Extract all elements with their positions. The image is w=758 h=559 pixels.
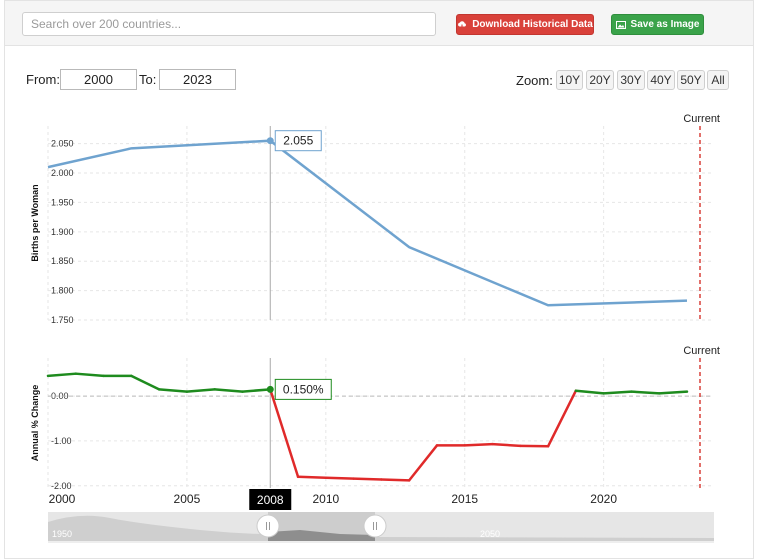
x-tick-label: 2010 xyxy=(312,492,339,506)
x-tick-label: 2000 xyxy=(49,492,76,506)
x-tick-label: 2015 xyxy=(451,492,478,506)
download-historical-data-button[interactable]: Download Historical Data xyxy=(456,14,594,35)
series-segment xyxy=(269,388,300,479)
x-tick-label: 2020 xyxy=(590,492,617,506)
image-icon xyxy=(615,20,626,29)
series-segment xyxy=(630,390,661,395)
series-segment xyxy=(380,478,411,482)
to-date-input[interactable]: 2023 xyxy=(159,69,236,90)
zoom-10y-button[interactable]: 10Y xyxy=(556,70,583,90)
zoom-50y-button[interactable]: 50Y xyxy=(677,70,705,90)
y-tick-label: 1.750 xyxy=(51,315,74,325)
y-tick-label: 1.800 xyxy=(51,286,74,296)
tooltip-box xyxy=(274,130,322,152)
series-segment xyxy=(657,390,689,395)
y-tick-label: 1.850 xyxy=(51,256,74,266)
series-segment xyxy=(407,444,439,482)
y-axis-label: Annual % Change xyxy=(30,385,40,462)
x-tick-label: 2005 xyxy=(174,492,201,506)
series-segment xyxy=(546,389,578,448)
y-tick-label: 1.950 xyxy=(51,197,74,207)
y-tick-label: -1.00 xyxy=(51,436,72,446)
from-label: From: xyxy=(26,72,60,87)
series-segment xyxy=(130,374,161,391)
zoom-all-button[interactable]: All xyxy=(707,70,729,90)
navigator-right-handle[interactable] xyxy=(363,514,387,538)
navigator-label: 2050 xyxy=(480,529,500,539)
y-tick-label: -2.00 xyxy=(51,481,72,491)
series-segment xyxy=(602,390,633,395)
zoom-20y-button[interactable]: 20Y xyxy=(586,70,614,90)
tooltip-value: 0.150% xyxy=(283,382,324,396)
save-as-image-button[interactable]: Save as Image xyxy=(611,14,704,35)
series-segment xyxy=(157,388,189,393)
download-label: Download Historical Data xyxy=(472,19,593,30)
cloud-download-icon xyxy=(458,20,467,30)
zoom-30y-button[interactable]: 30Y xyxy=(617,70,645,90)
y-axis-label: Births per Woman xyxy=(30,184,40,261)
zoom-label: Zoom: xyxy=(516,73,553,88)
hover-point xyxy=(266,385,274,393)
series-segment xyxy=(46,372,78,378)
series-segment xyxy=(324,476,355,480)
navigator-selection-area xyxy=(268,530,375,541)
series-segment xyxy=(185,388,216,393)
navigator-label: 1950 xyxy=(52,529,72,539)
series-segment xyxy=(463,442,494,447)
crosshair-x-label-bg xyxy=(249,489,292,510)
current-label: Current xyxy=(683,345,720,357)
series-segment xyxy=(574,389,605,395)
series-segment xyxy=(241,388,272,393)
series-segment xyxy=(352,477,383,481)
search-input[interactable] xyxy=(22,12,436,36)
current-label: Current xyxy=(683,113,720,125)
tooltip-box xyxy=(274,378,332,400)
navigator-left-handle[interactable] xyxy=(256,514,280,538)
series-segment xyxy=(296,475,328,479)
from-date-input[interactable]: 2000 xyxy=(60,69,137,90)
series-line xyxy=(47,139,688,307)
y-tick-label: 1.900 xyxy=(51,227,74,237)
save-label: Save as Image xyxy=(630,19,700,30)
to-label: To: xyxy=(139,72,157,87)
y-tick-label: 0.00 xyxy=(51,391,69,401)
series-segment xyxy=(491,442,522,448)
tooltip-value: 2.055 xyxy=(283,134,313,148)
navigator-area xyxy=(48,515,714,541)
hover-point xyxy=(266,137,274,145)
zoom-40y-button[interactable]: 40Y xyxy=(647,70,675,90)
series-segment xyxy=(74,372,105,378)
y-tick-label: 2.050 xyxy=(51,139,74,149)
y-tick-label: 2.000 xyxy=(51,168,74,178)
series-segment xyxy=(213,388,244,393)
chart-container xyxy=(4,0,754,559)
crosshair-x-label: 2008 xyxy=(257,493,284,507)
